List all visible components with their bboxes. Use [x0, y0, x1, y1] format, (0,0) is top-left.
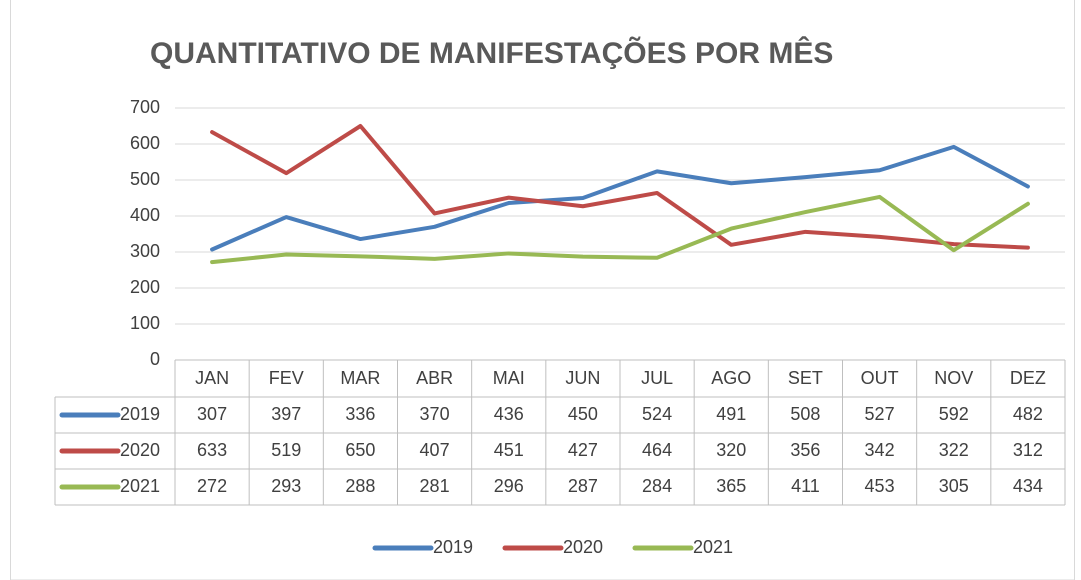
chart-title: QUANTITATIVO DE MANIFESTAÇÕES POR MÊS — [150, 36, 833, 70]
table-cell: 272 — [197, 476, 227, 496]
table-cell: 451 — [494, 440, 524, 460]
table-cell: 356 — [790, 440, 820, 460]
table-cell: 407 — [420, 440, 450, 460]
table-cell: 322 — [939, 440, 969, 460]
x-tick-label: AGO — [711, 368, 751, 388]
x-tick-label: JUL — [641, 368, 673, 388]
table-cell: 508 — [790, 404, 820, 424]
x-tick-label: ABR — [416, 368, 453, 388]
table-cell: 519 — [271, 440, 301, 460]
x-tick-label: OUT — [861, 368, 899, 388]
y-tick-label: 300 — [130, 241, 160, 261]
y-tick-label: 600 — [130, 133, 160, 153]
table-cell: 365 — [716, 476, 746, 496]
x-tick-label: FEV — [269, 368, 304, 388]
y-tick-label: 0 — [150, 349, 160, 369]
y-tick-label: 500 — [130, 169, 160, 189]
table-cell: 281 — [420, 476, 450, 496]
table-cell: 288 — [345, 476, 375, 496]
legend-label: 2020 — [563, 537, 603, 557]
y-tick-label: 700 — [130, 97, 160, 117]
table-cell: 342 — [865, 440, 895, 460]
series-line — [210, 124, 1030, 250]
table-cell: 434 — [1013, 476, 1043, 496]
table-cell: 284 — [642, 476, 672, 496]
table-series-name: 2020 — [120, 440, 160, 460]
y-tick-label: 100 — [130, 313, 160, 333]
table-series-name: 2019 — [120, 404, 160, 424]
table-cell: 592 — [939, 404, 969, 424]
table-cell: 524 — [642, 404, 672, 424]
x-tick-label: MAI — [493, 368, 525, 388]
x-tick-label: DEZ — [1010, 368, 1046, 388]
table-cell: 411 — [791, 476, 820, 496]
legend-label: 2021 — [693, 537, 733, 557]
y-tick-label: 400 — [130, 205, 160, 225]
table-cell: 287 — [568, 476, 598, 496]
table-cell: 336 — [345, 404, 375, 424]
series-line — [210, 194, 1030, 265]
chart-border — [10, 0, 1075, 580]
table-cell: 453 — [865, 476, 895, 496]
table-cell: 633 — [197, 440, 227, 460]
table-cell: 450 — [568, 404, 598, 424]
table-cell: 482 — [1013, 404, 1043, 424]
table-cell: 491 — [716, 404, 746, 424]
table-cell: 305 — [939, 476, 969, 496]
table-cell: 307 — [197, 404, 227, 424]
table-cell: 650 — [345, 440, 375, 460]
table-cell: 464 — [642, 440, 672, 460]
table-cell: 427 — [568, 440, 598, 460]
table-series-name: 2021 — [120, 476, 160, 496]
table-cell: 370 — [420, 404, 450, 424]
table-cell: 293 — [271, 476, 301, 496]
table-cell: 527 — [865, 404, 895, 424]
table-cell: 436 — [494, 404, 524, 424]
x-tick-label: NOV — [934, 368, 973, 388]
table-cell: 397 — [271, 404, 301, 424]
x-tick-label: SET — [788, 368, 823, 388]
table-cell: 312 — [1013, 440, 1043, 460]
y-tick-label: 200 — [130, 277, 160, 297]
x-tick-label: JUN — [565, 368, 600, 388]
legend-label: 2019 — [433, 537, 473, 557]
x-tick-label: MAR — [340, 368, 380, 388]
x-tick-label: JAN — [195, 368, 229, 388]
table-cell: 296 — [494, 476, 524, 496]
series-line — [210, 144, 1030, 252]
table-cell: 320 — [716, 440, 746, 460]
